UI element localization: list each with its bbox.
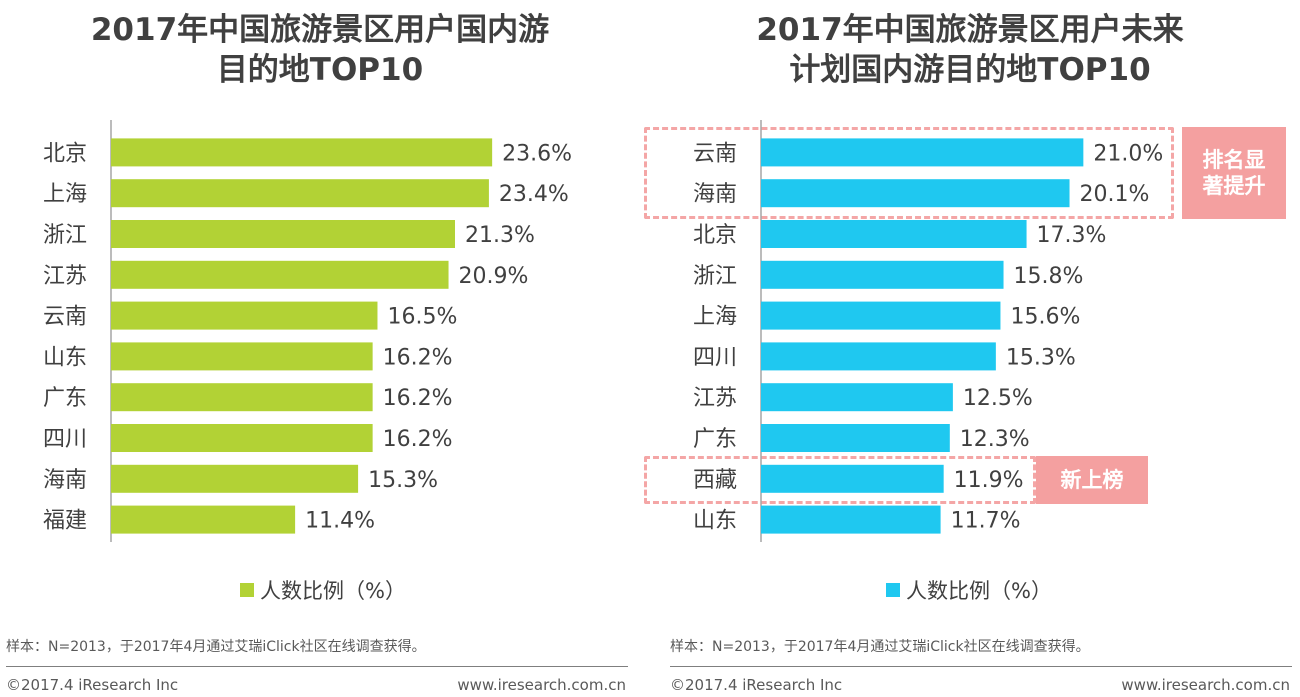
right-bar: [761, 424, 950, 452]
rank-rise-badge-line-2: 著提升: [1202, 174, 1266, 198]
right-category-label: 浙江: [693, 264, 737, 289]
left-legend: 人数比例（%）: [240, 575, 406, 605]
right-chart-title: 2017年中国旅游景区用户未来 计划国内游目的地TOP10: [645, 10, 1295, 91]
left-bar: [111, 505, 296, 534]
rank-rise-badge-line-1: 排名显: [1202, 147, 1266, 172]
left-bar: [111, 424, 373, 452]
left-category-label: 山东: [43, 345, 87, 370]
left-category-label: 广东: [43, 386, 87, 411]
right-category-label: 云南: [693, 141, 737, 166]
right-chart-panel: 2017年中国旅游景区用户未来 计划国内游目的地TOP10 排名显 著提升 新上…: [644, 0, 1300, 697]
new-entry-highlight-box: [644, 456, 1036, 504]
right-bar-chart: 云南 21.0% 海南 20.1% 北京 17.3% 浙江 15.8% 上海 15.6% 四川 15.…: [693, 120, 1163, 542]
right-bar: [761, 138, 1084, 167]
right-divider: [670, 666, 1292, 667]
right-copyright: ©2017.4 iResearch Inc: [670, 676, 843, 694]
right-legend-label: 人数比例（%）: [906, 579, 1052, 603]
right-bar: [761, 342, 996, 371]
right-bar: [761, 179, 1070, 208]
right-value-label: 11.7%: [951, 509, 1021, 534]
left-category-label: 海南: [43, 468, 87, 493]
left-category-label: 北京: [43, 141, 87, 166]
right-category-label: 北京: [693, 223, 737, 248]
left-bar: [111, 342, 373, 371]
right-title-line-1: 2017年中国旅游景区用户未来: [756, 12, 1184, 48]
right-website: www.iresearch.com.cn: [1121, 676, 1290, 694]
left-bar-chart: 北京 23.6% 上海 23.4% 浙江 21.3% 江苏 20.9% 云南 16.5% 山东 16.…: [43, 120, 572, 542]
left-copyright: ©2017.4 iResearch Inc: [6, 676, 179, 694]
right-value-label: 17.3%: [1037, 223, 1107, 248]
new-entry-badge: 新上榜: [1036, 456, 1148, 504]
right-legend-swatch: [886, 583, 900, 597]
left-category-label: 上海: [43, 182, 87, 207]
left-bar: [111, 383, 373, 412]
left-value-label: 23.6%: [502, 141, 572, 166]
left-legend-swatch: [240, 583, 254, 597]
left-chart-panel: 2017年中国旅游景区用户国内游 目的地TOP10 北京 23.6% 上海 23.4%…: [0, 10, 645, 694]
left-legend-label: 人数比例（%）: [260, 579, 406, 603]
right-value-label: 15.3%: [1006, 345, 1076, 370]
left-bar: [111, 179, 489, 208]
left-value-label: 23.4%: [499, 182, 569, 207]
right-category-label: 四川: [693, 345, 737, 370]
left-value-label: 21.3%: [465, 223, 535, 248]
left-divider: [6, 666, 628, 667]
right-value-label: 21.0%: [1093, 141, 1163, 166]
right-value-label: 20.1%: [1080, 182, 1150, 207]
left-value-label: 20.9%: [459, 264, 529, 289]
rank-rise-highlight-box: [644, 127, 1174, 219]
left-bar: [111, 464, 359, 493]
left-value-label: 15.3%: [368, 468, 438, 493]
right-category-label: 山东: [693, 509, 737, 534]
left-bar: [111, 138, 493, 167]
right-category-label: 海南: [693, 182, 737, 207]
left-category-label: 浙江: [43, 223, 87, 248]
left-category-label: 云南: [43, 305, 87, 330]
left-sample-note: 样本：N=2013，于2017年4月通过艾瑞iClick社区在线调查获得。: [6, 639, 426, 655]
left-category-label: 江苏: [43, 264, 87, 289]
right-bar: [761, 260, 1004, 289]
right-category-label: 江苏: [693, 386, 737, 411]
left-value-label: 16.2%: [383, 345, 453, 370]
right-sample-note: 样本：N=2013，于2017年4月通过艾瑞iClick社区在线调查获得。: [670, 639, 1090, 655]
right-value-label: 12.5%: [963, 386, 1033, 411]
left-website: www.iresearch.com.cn: [457, 676, 626, 694]
right-bar: [761, 220, 1027, 248]
left-bar: [111, 301, 378, 330]
left-category-label: 福建: [43, 509, 87, 534]
left-bar: [111, 220, 455, 248]
right-value-label: 11.9%: [954, 468, 1024, 493]
right-legend: 人数比例（%）: [886, 575, 1052, 605]
right-title-line-2: 计划国内游目的地TOP10: [789, 52, 1151, 89]
right-value-label: 15.8%: [1014, 264, 1084, 289]
left-chart-title: 2017年中国旅游景区用户国内游 目的地TOP10: [0, 10, 645, 91]
right-category-label: 广东: [693, 427, 737, 452]
right-bar: [761, 505, 941, 534]
right-value-label: 12.3%: [960, 427, 1030, 452]
left-title-line-2: 目的地TOP10: [216, 52, 424, 89]
left-category-label: 四川: [43, 427, 87, 452]
right-bar: [761, 383, 953, 412]
left-title-line-1: 2017年中国旅游景区用户国内游: [90, 12, 550, 48]
right-bar: [761, 301, 1001, 330]
left-value-label: 16.2%: [383, 386, 453, 411]
right-category-label: 上海: [693, 305, 737, 330]
right-bar: [761, 464, 944, 493]
left-bar: [111, 260, 449, 289]
left-value-label: 16.5%: [387, 305, 457, 330]
right-category-label: 西藏: [693, 468, 737, 493]
new-entry-badge-label: 新上榜: [1060, 467, 1124, 492]
right-value-label: 15.6%: [1010, 305, 1080, 330]
left-value-label: 11.4%: [305, 509, 375, 534]
rank-rise-badge: 排名显 著提升: [1182, 127, 1286, 219]
left-value-label: 16.2%: [383, 427, 453, 452]
